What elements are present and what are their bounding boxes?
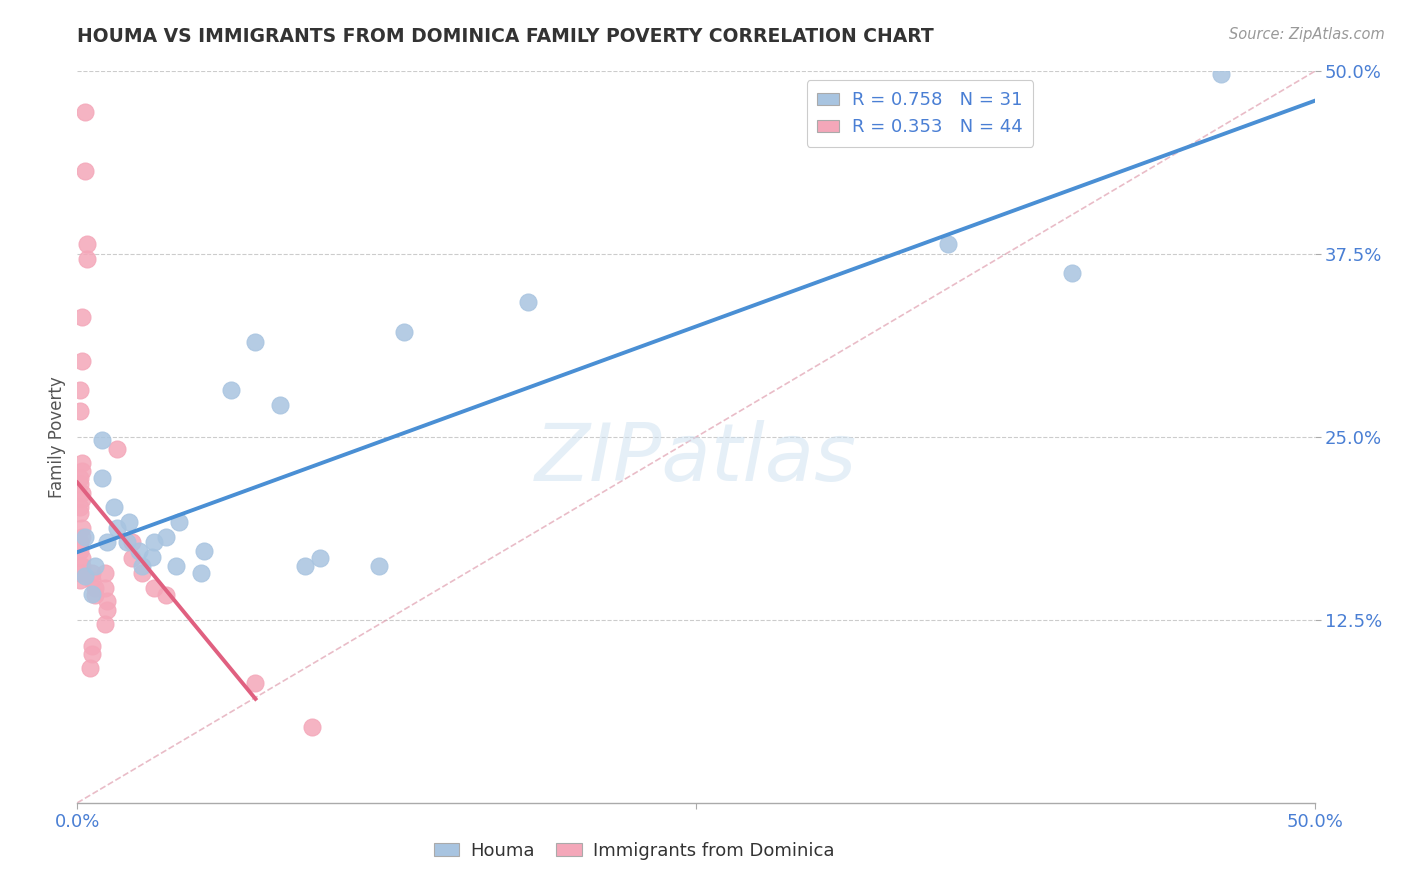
Point: [73, 530, 96, 544]
Point: [219, 384, 242, 398]
Point: [1062, 266, 1084, 280]
Point: [143, 535, 166, 549]
Point: [105, 521, 128, 535]
Point: [72, 485, 94, 500]
Point: [96, 603, 118, 617]
Point: [93, 617, 115, 632]
Point: [82, 566, 104, 581]
Point: [69, 384, 91, 398]
Point: [69, 506, 91, 520]
Point: [82, 574, 104, 588]
Point: [121, 535, 143, 549]
Point: [72, 521, 94, 535]
Point: [91, 433, 114, 447]
Point: [167, 515, 190, 529]
Point: [72, 558, 94, 573]
Point: [368, 558, 391, 573]
Point: [76, 237, 98, 252]
Point: [308, 551, 330, 566]
Point: [73, 569, 96, 583]
Point: [72, 310, 94, 325]
Point: [72, 457, 94, 471]
Point: [190, 566, 212, 581]
Y-axis label: Family Poverty: Family Poverty: [48, 376, 66, 498]
Point: [93, 581, 115, 595]
Point: [76, 252, 98, 266]
Point: [105, 442, 128, 456]
Point: [72, 551, 94, 566]
Point: [69, 471, 91, 485]
Point: [128, 544, 150, 558]
Point: [155, 588, 177, 602]
Point: [91, 471, 114, 485]
Point: [115, 535, 138, 549]
Point: [69, 566, 91, 581]
Point: [96, 594, 118, 608]
Point: [294, 558, 316, 573]
Point: [143, 581, 166, 595]
Text: Source: ZipAtlas.com: Source: ZipAtlas.com: [1229, 27, 1385, 42]
Point: [193, 544, 215, 558]
Point: [69, 544, 91, 558]
Point: [103, 500, 125, 515]
Point: [83, 558, 105, 573]
Point: [83, 588, 105, 602]
Text: ZIPatlas: ZIPatlas: [534, 420, 858, 498]
Point: [938, 237, 960, 252]
Point: [93, 566, 115, 581]
Point: [83, 581, 105, 595]
Point: [121, 551, 143, 566]
Point: [72, 530, 94, 544]
Point: [118, 515, 141, 529]
Point: [1209, 67, 1232, 81]
Point: [82, 640, 104, 654]
Point: [392, 325, 415, 339]
Point: [96, 535, 118, 549]
Point: [245, 676, 267, 690]
Point: [165, 558, 187, 573]
Point: [269, 398, 291, 412]
Point: [131, 558, 153, 573]
Point: [141, 549, 163, 564]
Point: [245, 334, 267, 349]
Point: [301, 720, 323, 734]
Point: [69, 403, 91, 417]
Point: [69, 476, 91, 491]
Point: [516, 295, 538, 310]
Point: [72, 354, 94, 368]
Point: [72, 464, 94, 478]
Point: [131, 566, 153, 581]
Point: [82, 586, 104, 600]
Legend: Houma, Immigrants from Dominica: Houma, Immigrants from Dominica: [427, 835, 841, 867]
Text: HOUMA VS IMMIGRANTS FROM DOMINICA FAMILY POVERTY CORRELATION CHART: HOUMA VS IMMIGRANTS FROM DOMINICA FAMILY…: [77, 27, 934, 45]
Point: [69, 535, 91, 549]
Point: [73, 105, 96, 120]
Point: [155, 530, 177, 544]
Point: [72, 491, 94, 506]
Point: [82, 647, 104, 661]
Point: [69, 500, 91, 515]
Point: [73, 164, 96, 178]
Point: [79, 661, 101, 675]
Point: [69, 574, 91, 588]
